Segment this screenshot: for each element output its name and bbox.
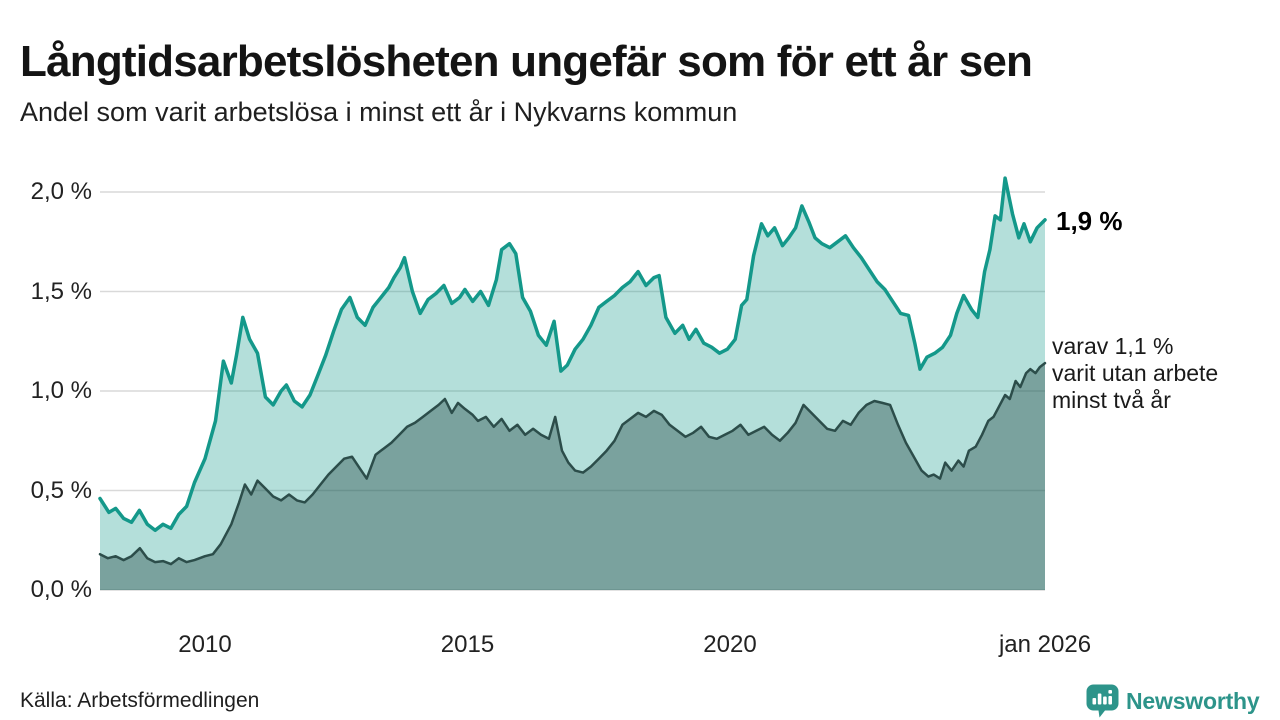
inner-series-annotation-line1: varav 1,1 %: [1052, 333, 1174, 359]
chart-subtitle: Andel som varit arbetslösa i minst ett å…: [20, 97, 738, 127]
x-tick-label: 2020: [703, 631, 757, 658]
y-tick-label: 0,5 %: [30, 476, 92, 504]
newsworthy-logo-icon: [1086, 684, 1119, 718]
y-tick-label: 1,5 %: [30, 277, 92, 305]
newsworthy-wordmark: Newsworthy: [1126, 687, 1260, 714]
x-tick-label: 2015: [440, 631, 495, 658]
y-tick-label: 2,0 %: [30, 178, 92, 205]
y-tick-label: 1,0 %: [30, 377, 92, 404]
inner-series-annotation: varav 1,1 % varit utan arbete minst två …: [1052, 333, 1272, 414]
x-tick-label: jan 2026: [998, 631, 1092, 658]
y-tick-label: 0,0 %: [30, 576, 92, 603]
latest-value-label: 1,9 %: [1056, 206, 1123, 236]
x-tick-label: 2010: [178, 631, 232, 658]
page-title: Långtidsarbetslösheten ungefär som för e…: [20, 37, 1033, 87]
source-note: Källa: Arbetsförmedlingen: [20, 689, 260, 712]
inner-series-annotation-line3: minst två år: [1052, 387, 1171, 413]
inner-series-annotation-line2: varit utan arbete: [1052, 360, 1219, 386]
newsworthy-logo: Newsworthy: [1086, 684, 1260, 718]
